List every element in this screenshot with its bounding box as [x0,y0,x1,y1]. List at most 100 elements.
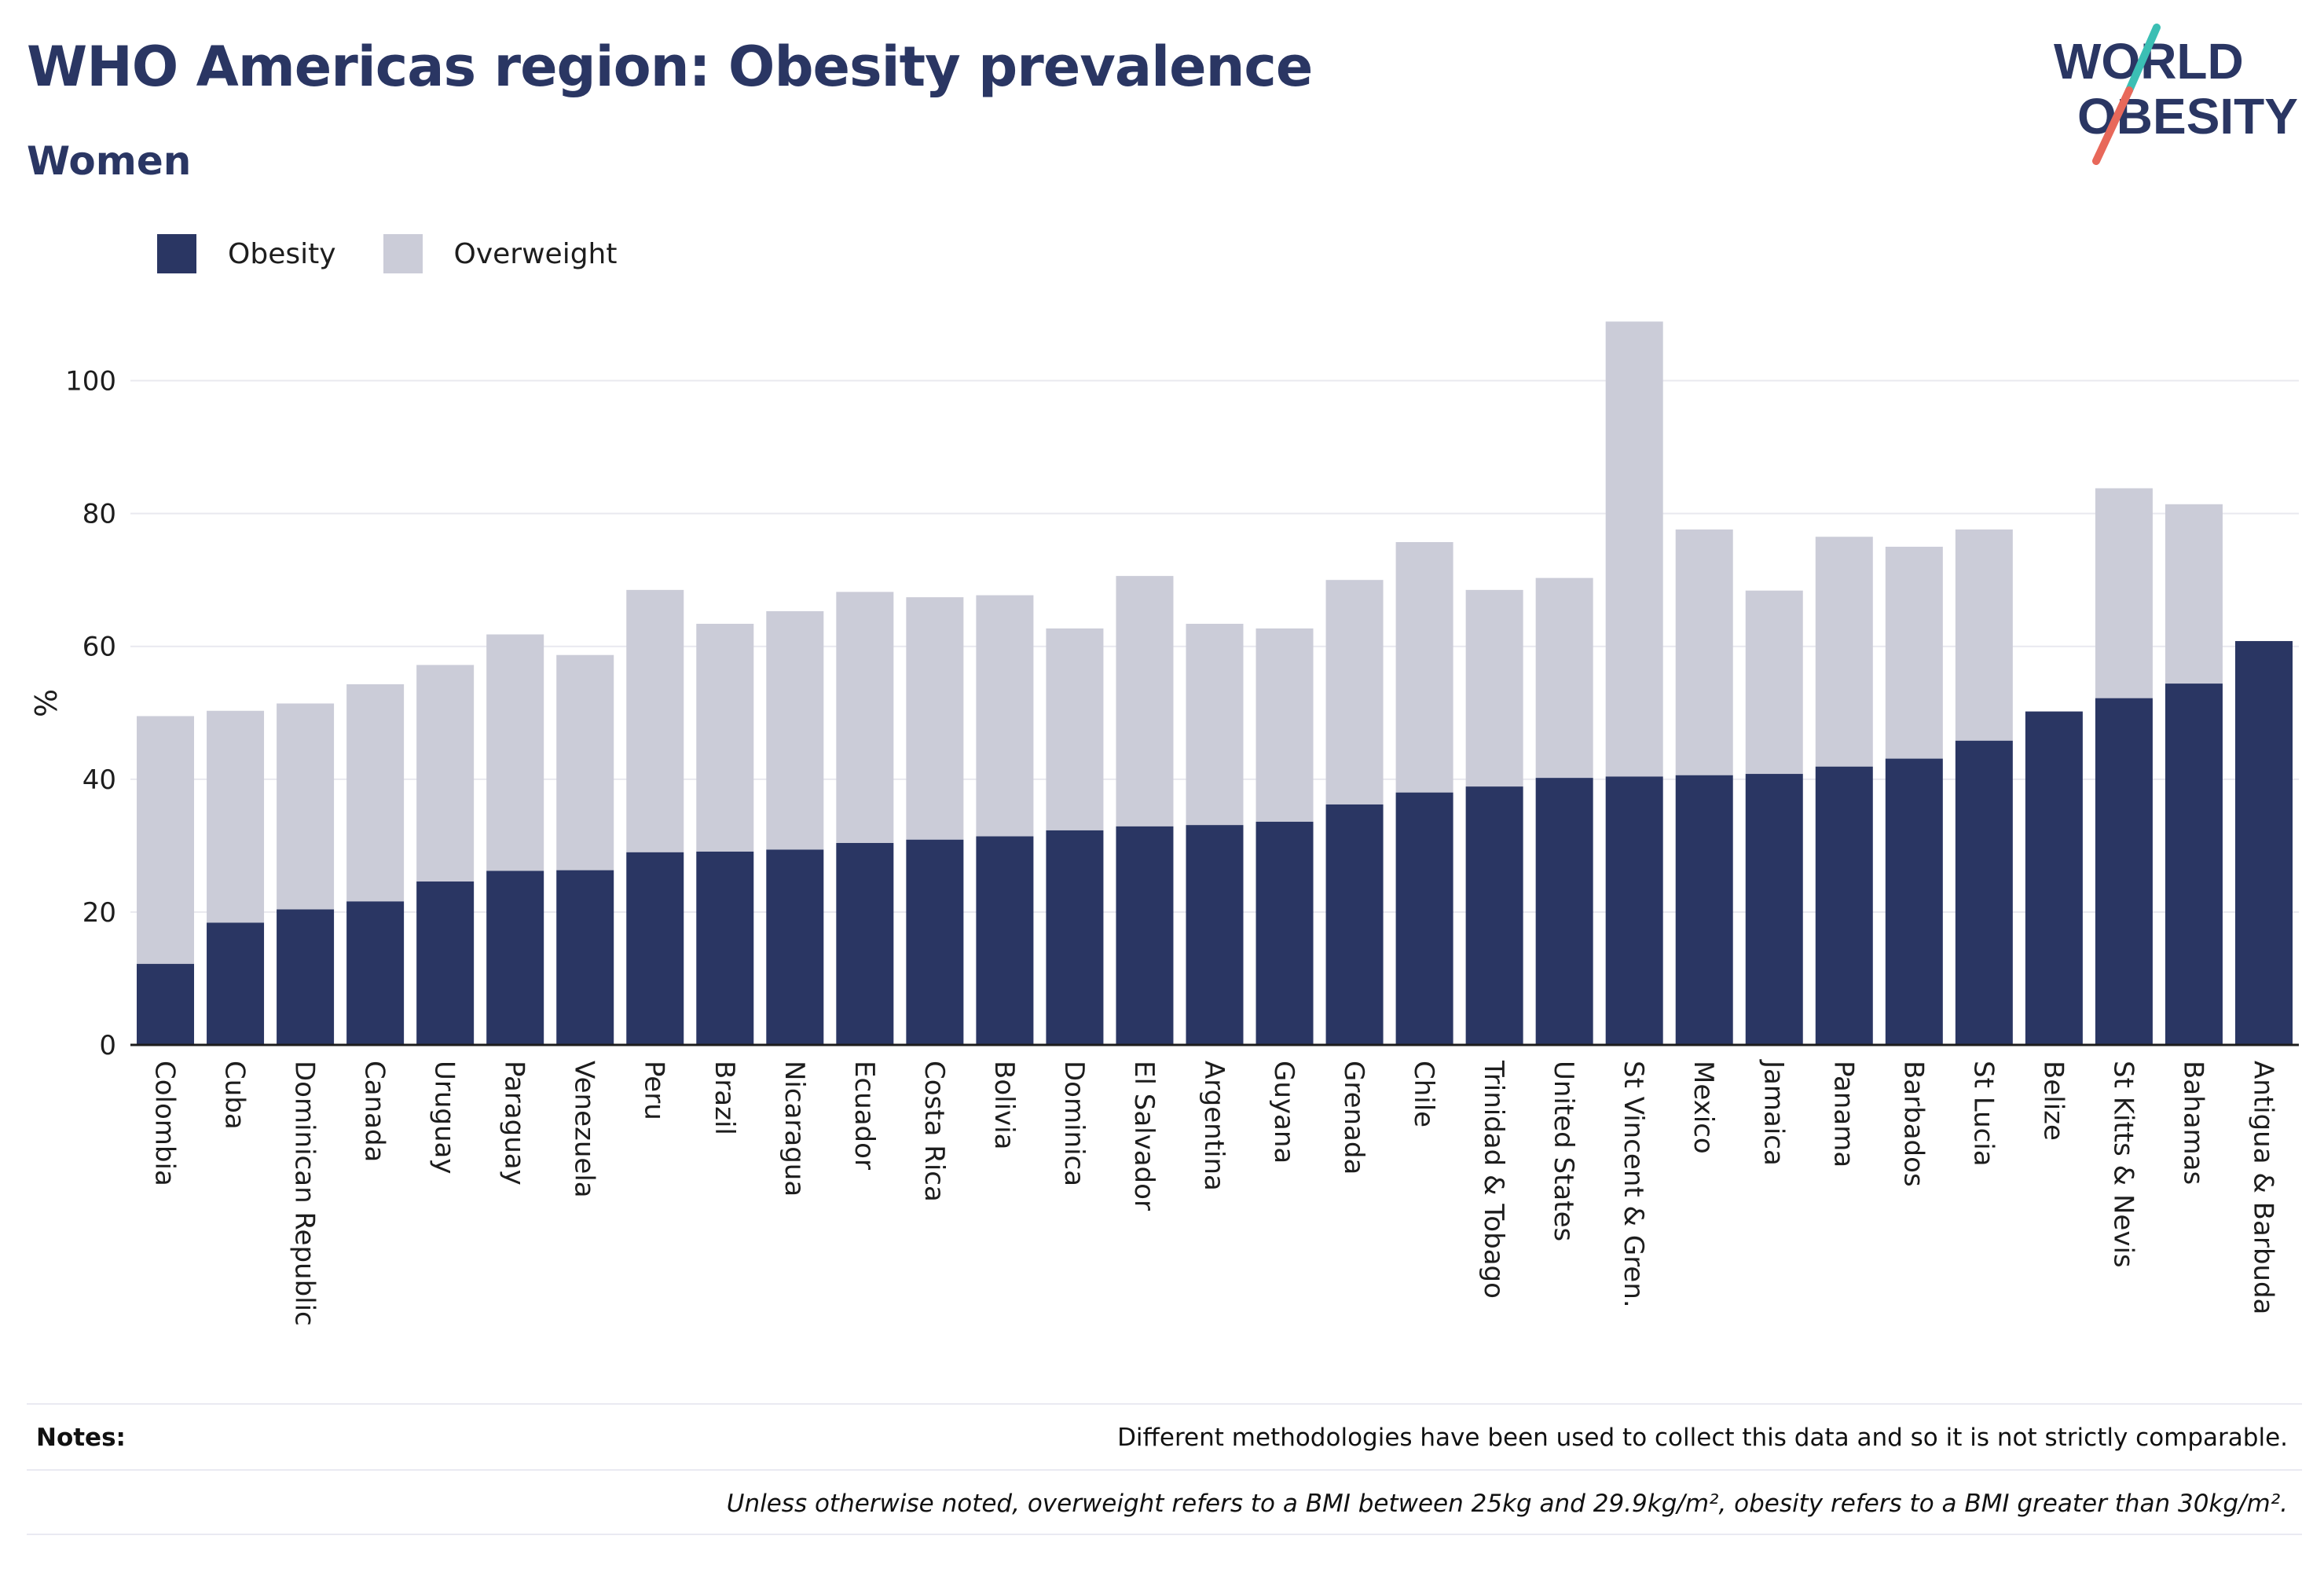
x-tick-label: Dominican Republic [289,1061,321,1326]
bar-obesity [836,842,894,1045]
legend-item-overweight: Overweight [383,234,618,273]
bar-overweight [207,710,265,923]
bar-obesity [1885,758,1943,1045]
x-tick-label: Trinidad & Tobago [1478,1060,1509,1299]
bar-obesity [1116,826,1174,1045]
bar-obesity [486,870,544,1045]
bar-overweight [1815,537,1873,767]
bar-overweight [976,595,1034,837]
bar-obesity [556,870,614,1045]
x-tick-label: El Salvador [1128,1061,1160,1211]
bar-obesity [626,852,684,1045]
x-tick-label: Uruguay [429,1061,460,1175]
x-tick-label: Bahamas [2177,1061,2209,1185]
bar-obesity [1255,821,1314,1045]
y-tick-label: 100 [65,366,116,398]
bar-overweight [1186,623,1244,826]
bar-overweight [906,597,964,840]
notes-divider-middle [27,1469,2302,1471]
bar-overweight [346,684,405,902]
bar-obesity [1605,776,1663,1045]
bar-overweight [696,623,754,852]
x-tick-label: Barbados [1897,1061,1929,1187]
x-tick-label: Ecuador [849,1061,880,1170]
y-tick-label: 40 [82,764,116,796]
bar-obesity [1325,804,1384,1045]
bar-overweight [416,665,475,882]
notes-divider-bottom [27,1534,2302,1535]
world-obesity-logo: WORLD OBESITY [2054,24,2298,165]
y-tick-label: 0 [99,1030,116,1061]
bar-obesity [1745,774,1803,1045]
bar-overweight [2165,504,2223,684]
bar-obesity [1535,778,1593,1045]
page-title: WHO Americas region: Obesity prevalence [27,35,1313,99]
bar-overweight [1395,541,1453,793]
bar-obesity [1815,766,1873,1045]
bar-overweight [2095,488,2153,698]
legend-swatch-overweight [383,234,423,273]
bar-obesity [2095,698,2153,1045]
bar-overweight [1325,580,1384,804]
bar-overweight [1255,628,1314,822]
bar-overweight [1955,529,2013,741]
legend-label-obesity: Obesity [228,237,336,270]
bar-overweight [556,654,614,870]
x-tick-label: Belize [2037,1061,2069,1141]
bar-obesity [277,909,335,1045]
x-tick-label: Peru [639,1061,670,1120]
notes-definition: Unless otherwise noted, overweight refer… [726,1490,2288,1518]
notes-text: Different methodologies have been used t… [1117,1424,2288,1452]
x-tick-label: Guyana [1268,1061,1299,1164]
bar-obesity [1186,825,1244,1045]
y-tick-label: 20 [82,897,116,929]
bar-overweight [1535,577,1593,779]
x-tick-label: Bolivia [988,1061,1020,1149]
x-tick-label: St Kitts & Nevis [2107,1061,2139,1268]
bar-obesity [906,839,964,1045]
bar-obesity [346,901,405,1045]
x-tick-label: Grenada [1338,1061,1369,1175]
bar-overweight [1675,529,1733,775]
bar-overweight [1116,576,1174,826]
notes-divider-top [27,1403,2302,1405]
y-tick-label: 80 [82,499,116,530]
x-tick-label: Venezuela [569,1061,600,1198]
x-tick-label: Nicaragua [779,1061,810,1197]
bar-obesity [1955,740,2013,1045]
x-tick-label: Argentina [1198,1061,1230,1191]
x-tick-label: Canada [359,1061,390,1162]
x-tick-label: St Vincent & Gren. [1618,1061,1649,1308]
bar-obesity [976,836,1034,1045]
x-tick-label: Brazil [709,1061,740,1135]
x-tick-label: Antigua & Barbuda [2247,1061,2278,1314]
bar-obesity [416,881,475,1045]
bar-obesity [137,963,195,1045]
x-tick-label: Costa Rica [918,1061,950,1202]
bar-chart: 0 20 40 60 80 100% Colombia Cuba Dominican Repub… [29,321,2299,1326]
legend-label-overweight: Overweight [453,237,618,270]
x-tick-label: Paraguay [499,1061,530,1186]
bar-obesity [696,851,754,1045]
notes-label: Notes: [36,1424,126,1452]
bar-obesity [1675,775,1733,1045]
bar-obesity [207,922,265,1045]
bar-overweight [1745,590,1803,775]
bar-overweight [766,610,824,850]
x-tick-label: United States [1548,1061,1579,1241]
legend-swatch-obesity [157,234,196,273]
bar-overweight [1046,628,1104,830]
x-tick-label: Jamaica [1758,1059,1789,1166]
x-tick-label: Mexico [1688,1061,1719,1154]
bar-overweight [836,592,894,843]
x-tick-label: Dominica [1058,1061,1090,1186]
bar-overweight [277,703,335,910]
x-tick-label: Chile [1408,1061,1439,1127]
bar-overweight [486,634,544,871]
legend-item-obesity: Obesity [157,234,336,273]
bar-overweight [137,716,195,964]
y-tick-label: 60 [82,632,116,663]
bar-overweight [1605,321,1663,777]
bar-obesity [2165,684,2223,1045]
bar-overweight [626,589,684,852]
